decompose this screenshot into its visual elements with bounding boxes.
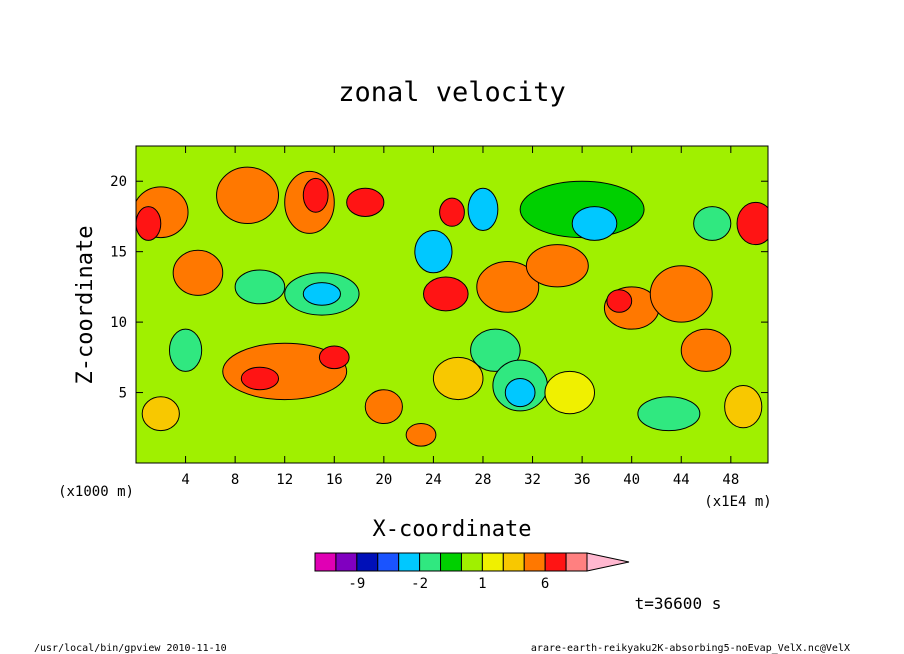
colorbar-band-12 [565,552,588,572]
contour-region-4 [168,328,203,372]
y-axis-title: Z-coordinate [73,226,98,385]
x-tick-label: 44 [673,472,690,488]
colorbar-tick-label: 6 [541,576,549,592]
plot-frame [135,145,769,464]
y-tick-label: 10 [110,315,127,331]
colorbar-tick-label: 1 [478,576,486,592]
x-unit-label: (x1000 m) [58,484,134,500]
colorbar-band-3 [377,552,400,572]
y-tick-label: 15 [110,245,127,261]
contour-region-37 [405,423,437,447]
contour-region-23 [504,377,536,408]
x-tick-label: 36 [574,472,591,488]
contour-region-32 [680,328,732,372]
contour-region-29 [606,289,633,313]
contour-region-20 [476,261,540,313]
contour-region-31 [693,206,732,241]
x-axis-title: X-coordinate [373,517,532,542]
contour-region-15 [318,345,350,370]
colorbar-arrow [586,552,630,572]
contour-region-8 [302,282,341,306]
colorbar-tick-label: -9 [348,576,365,592]
y-tick-label: 20 [110,174,127,190]
contour-region-24 [432,356,484,401]
x-tick-label: 16 [326,472,343,488]
x-tick-label: 4 [181,472,189,488]
footer-right: arare-earth-reikyaku2K-absorbing5-noEvap… [531,643,850,654]
contour-region-36 [364,389,403,425]
contour-region-34 [724,385,763,429]
y-tick-label: 5 [119,386,127,402]
contour-region-9 [216,166,280,224]
colorbar-band-2 [356,552,379,572]
colorbar-band-4 [398,552,421,572]
colorbar-band-1 [335,552,358,572]
colorbar-band-6 [440,552,462,572]
contour-region-21 [470,328,521,372]
colorbar-tick-label: -2 [411,576,428,592]
contour-region-16 [414,230,453,274]
x-scale-label: (x1E4 m) [704,494,771,510]
contour-region-2 [736,201,768,246]
x-tick-label: 20 [375,472,392,488]
colorbar-band-5 [419,552,442,572]
timestamp-label: t=36600 s [635,594,722,613]
contour-region-19 [422,276,469,312]
x-tick-label: 24 [425,472,442,488]
colorbar-band-11 [544,552,567,572]
x-tick-label: 12 [276,472,293,488]
plot-area [136,146,768,463]
colorbar-band-9 [502,552,525,572]
colorbar-band-10 [523,552,546,572]
contour-region-1 [136,206,162,241]
contour-region-3 [172,249,224,296]
contour-region-5 [141,396,180,432]
contour-region-6 [234,269,286,305]
contour-region-14 [240,366,280,391]
colorbar-band-7 [460,552,483,572]
x-tick-label: 32 [524,472,541,488]
x-tick-label: 48 [722,472,739,488]
colorbar-band-0 [314,552,337,572]
x-tick-label: 8 [231,472,239,488]
chart-title: zonal velocity [338,77,566,108]
contour-region-12 [346,187,385,217]
contour-region-17 [439,197,465,227]
contour-region-18 [467,187,499,232]
contour-region-27 [525,244,589,288]
contour-region-33 [637,396,701,432]
colorbar: -9 -2 1 6 [314,552,630,592]
footer-left: /usr/local/bin/gpview 2010-11-10 [34,643,227,654]
colorbar-band-8 [481,552,504,572]
x-tick-label: 40 [623,472,640,488]
contour-region-11 [302,177,329,213]
x-tick-label: 28 [475,472,492,488]
contour-region-30 [649,265,713,323]
contour-region-35 [544,370,596,415]
contour-region-26 [571,206,618,241]
